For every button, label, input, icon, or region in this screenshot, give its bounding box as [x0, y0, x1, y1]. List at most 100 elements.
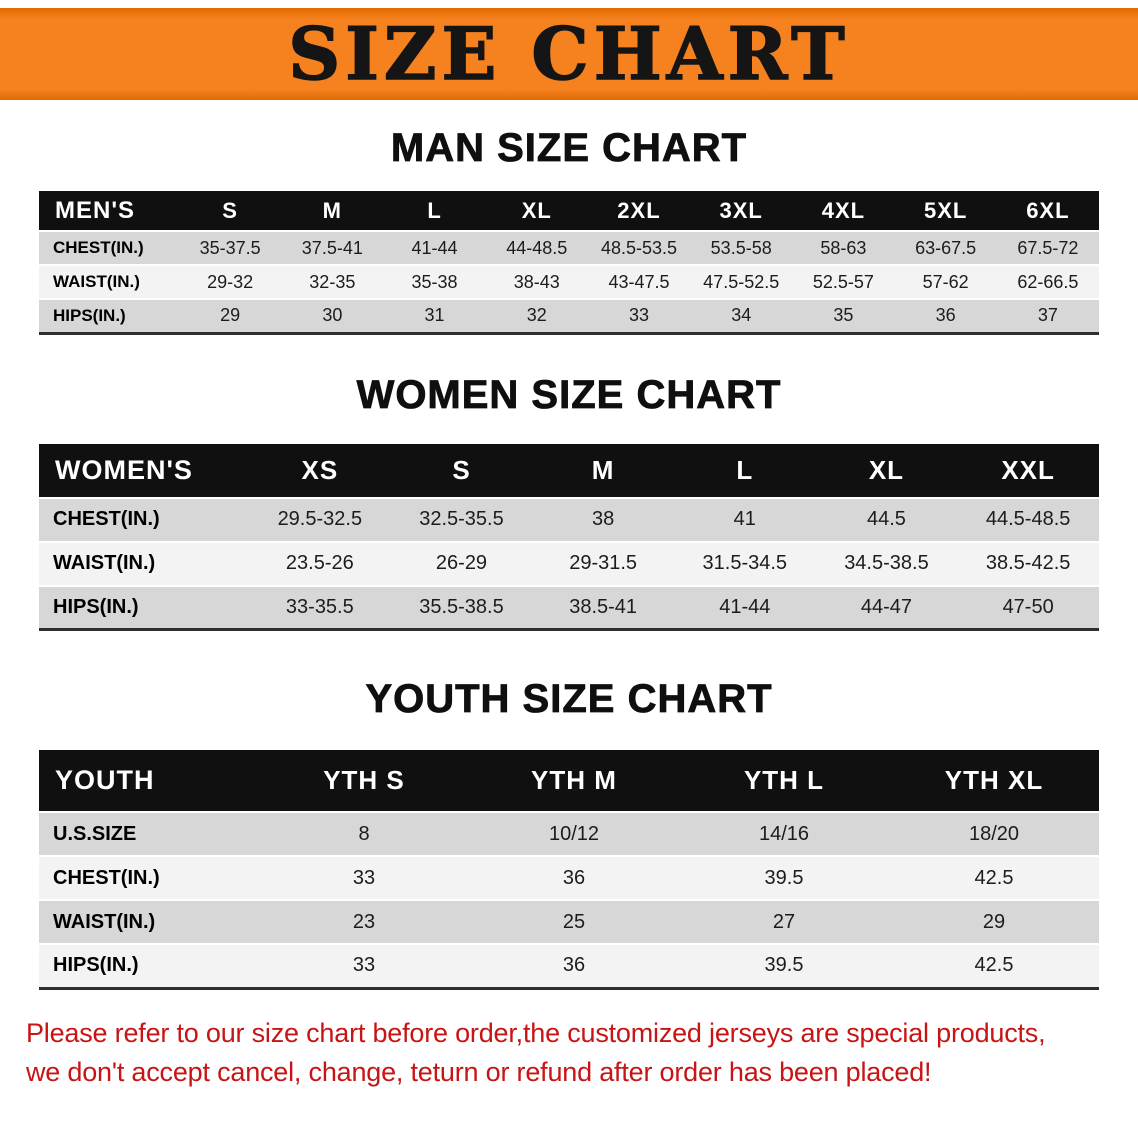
size-header-cell: 6XL: [996, 191, 1099, 231]
disclaimer-line-1: Please refer to our size chart before or…: [26, 1017, 1046, 1048]
youth-section-heading: YOUTH SIZE CHART: [365, 677, 773, 722]
size-header-cell: YTH M: [469, 750, 679, 812]
row-label-cell: WAIST(IN.): [39, 540, 249, 586]
size-value-cell: 42.5: [889, 943, 1099, 988]
size-header-cell: L: [383, 191, 486, 231]
size-value-cell: 27: [679, 899, 889, 944]
table-title-cell: YOUTH: [39, 750, 259, 812]
measurement-row: HIPS(IN.) 33 36 39.5 42.5: [39, 943, 1099, 988]
disclaimer-line-2: we don't accept cancel, change, teturn o…: [26, 1056, 932, 1087]
size-header-cell: M: [532, 443, 674, 498]
size-value-cell: 31.5-34.5: [673, 540, 816, 586]
size-header-cell: YTH L: [679, 750, 889, 812]
size-header-cell: 5XL: [894, 191, 997, 231]
size-header-cell: YTH XL: [889, 750, 1099, 812]
size-value-cell: 38: [532, 496, 674, 542]
size-value-cell: 35-38: [383, 264, 486, 299]
size-header-cell: S: [179, 191, 282, 231]
size-value-cell: 33: [259, 855, 469, 900]
size-value-cell: 25: [469, 899, 679, 944]
size-value-cell: 37: [996, 298, 1099, 333]
size-value-cell: 35: [792, 298, 895, 333]
men-size-table: MEN'S S M L XL 2XL 3XL 4XL 5XL 6XL CHEST(IN.) 35-37…: [39, 191, 1099, 335]
youth-size-table: YOUTH YTH S YTH M YTH L YTH XL U.S.SIZE 8 10/12…: [39, 750, 1099, 990]
size-value-cell: 35.5-38.5: [390, 584, 533, 630]
measurement-row: U.S.SIZE 8 10/12 14/16 18/20: [39, 811, 1099, 856]
header-row: YOUTH YTH S YTH M YTH L YTH XL: [39, 750, 1099, 812]
men-table-wrap: MEN'S S M L XL 2XL 3XL 4XL 5XL 6XL CHEST(IN.) 35-37…: [39, 191, 1099, 335]
row-label-cell: HIPS(IN.): [39, 298, 179, 333]
size-value-cell: 36: [894, 298, 997, 333]
size-value-cell: 29-32: [179, 264, 282, 299]
size-value-cell: 41-44: [673, 584, 816, 630]
size-value-cell: 36: [469, 855, 679, 900]
size-header-cell: S: [390, 443, 533, 498]
banner-title: SIZE CHART: [287, 11, 850, 96]
size-value-cell: 32-35: [281, 264, 384, 299]
size-value-cell: 41: [673, 496, 816, 542]
size-header-cell: YTH S: [259, 750, 469, 812]
size-header-cell: M: [281, 191, 384, 231]
women-size-table: WOMEN'S XS S M L XL XXL CHEST(IN.) 29.5-32.5 32.5…: [39, 443, 1099, 631]
header-row: MEN'S S M L XL 2XL 3XL 4XL 5XL 6XL: [39, 191, 1099, 231]
size-value-cell: 37.5-41: [281, 230, 384, 265]
size-value-cell: 33-35.5: [249, 584, 391, 630]
size-value-cell: 44.5-48.5: [957, 496, 1099, 542]
size-value-cell: 33: [259, 943, 469, 988]
men-size-section: MAN SIZE CHART MEN'S S M L XL 2XL 3XL 4XL 5XL 6XL…: [0, 126, 1138, 335]
size-value-cell: 23: [259, 899, 469, 944]
row-label-cell: CHEST(IN.): [39, 496, 249, 542]
row-label-cell: CHEST(IN.): [39, 230, 179, 265]
size-value-cell: 29: [179, 298, 282, 333]
size-header-cell: 4XL: [792, 191, 895, 231]
row-label-cell: HIPS(IN.): [39, 584, 249, 630]
header-row: WOMEN'S XS S M L XL XXL: [39, 443, 1099, 498]
size-value-cell: 58-63: [792, 230, 895, 265]
row-label-cell: WAIST(IN.): [39, 899, 259, 944]
measurement-row: WAIST(IN.) 23.5-26 26-29 29-31.5 31.5-34.5 34…: [39, 540, 1099, 586]
size-header-cell: XL: [815, 443, 958, 498]
size-value-cell: 14/16: [679, 811, 889, 856]
table-title-cell: MEN'S: [39, 191, 179, 231]
size-value-cell: 38-43: [485, 264, 588, 299]
size-header-cell: XL: [485, 191, 588, 231]
size-value-cell: 39.5: [679, 943, 889, 988]
size-value-cell: 31: [383, 298, 486, 333]
size-value-cell: 44-47: [815, 584, 958, 630]
size-value-cell: 43-47.5: [587, 264, 691, 299]
size-value-cell: 33: [587, 298, 691, 333]
size-value-cell: 44-48.5: [485, 230, 588, 265]
size-value-cell: 63-67.5: [894, 230, 997, 265]
size-header-cell: XS: [249, 443, 391, 498]
size-value-cell: 48.5-53.5: [587, 230, 691, 265]
size-header-cell: L: [673, 443, 816, 498]
size-value-cell: 62-66.5: [996, 264, 1099, 299]
size-value-cell: 53.5-58: [690, 230, 793, 265]
size-value-cell: 41-44: [383, 230, 486, 265]
size-value-cell: 36: [469, 943, 679, 988]
size-value-cell: 44.5: [815, 496, 958, 542]
row-label-cell: U.S.SIZE: [39, 811, 259, 856]
size-value-cell: 67.5-72: [996, 230, 1099, 265]
size-value-cell: 8: [259, 811, 469, 856]
size-value-cell: 30: [281, 298, 384, 333]
row-label-cell: HIPS(IN.): [39, 943, 259, 988]
size-value-cell: 47.5-52.5: [690, 264, 793, 299]
measurement-row: CHEST(IN.) 33 36 39.5 42.5: [39, 855, 1099, 900]
size-value-cell: 38.5-42.5: [957, 540, 1099, 586]
men-section-heading: MAN SIZE CHART: [390, 126, 748, 171]
size-chart-banner: SIZE CHART: [0, 8, 1138, 100]
size-header-cell: XXL: [957, 443, 1099, 498]
size-value-cell: 26-29: [390, 540, 533, 586]
size-value-cell: 35-37.5: [179, 230, 282, 265]
row-label-cell: WAIST(IN.): [39, 264, 179, 299]
size-value-cell: 47-50: [957, 584, 1099, 630]
measurement-row: CHEST(IN.) 35-37.5 37.5-41 41-44 44-48.5 48.5…: [39, 230, 1099, 265]
measurement-row: WAIST(IN.) 23 25 27 29: [39, 899, 1099, 944]
size-value-cell: 42.5: [889, 855, 1099, 900]
size-value-cell: 34.5-38.5: [815, 540, 958, 586]
size-header-cell: 3XL: [690, 191, 793, 231]
measurement-row: HIPS(IN.) 29 30 31 32 33 34 35 36 37: [39, 298, 1099, 333]
measurement-row: WAIST(IN.) 29-32 32-35 35-38 38-43 43-47.5 47.…: [39, 264, 1099, 299]
disclaimer-text: Please refer to our size chart before or…: [0, 1014, 1138, 1092]
